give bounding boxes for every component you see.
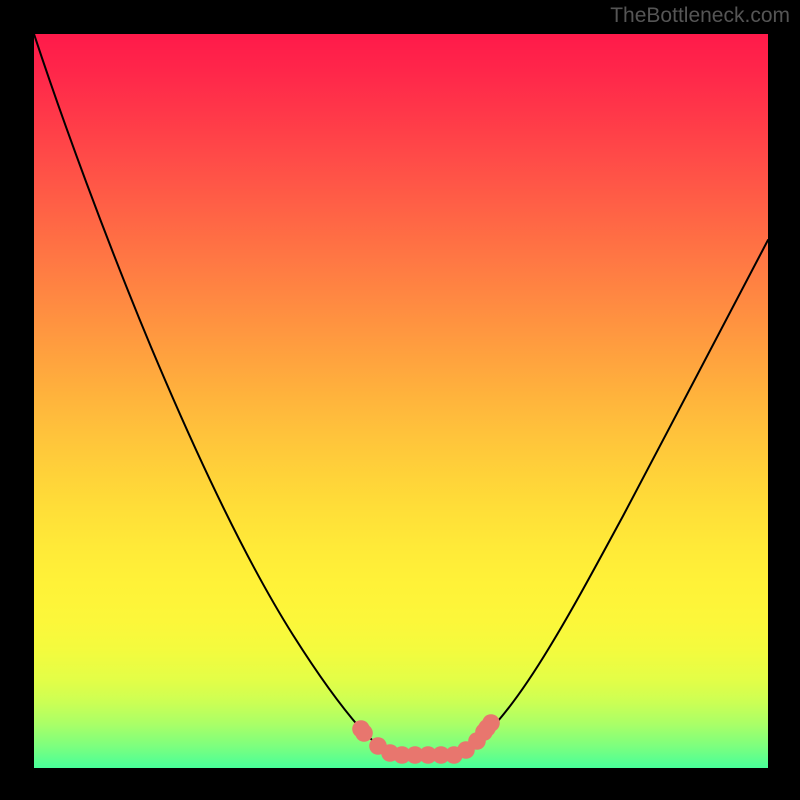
watermark-text: TheBottleneck.com xyxy=(610,4,790,28)
gradient-background xyxy=(34,34,768,768)
plot-area xyxy=(34,34,768,768)
marker-dot xyxy=(482,714,500,732)
marker-dot xyxy=(355,724,373,742)
chart-svg xyxy=(34,34,768,768)
chart-container: TheBottleneck.com xyxy=(0,0,800,800)
